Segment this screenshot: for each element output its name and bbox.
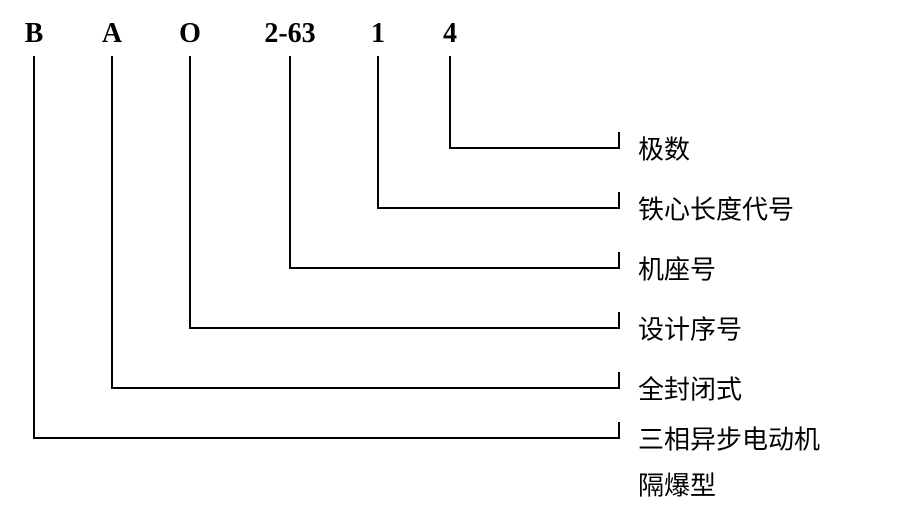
desc-label-4: 全封闭式 xyxy=(638,370,742,407)
desc-label-2: 机座号 xyxy=(638,250,716,287)
vline-1 xyxy=(377,56,379,208)
header-row: B A O 2-63 1 4 xyxy=(0,18,920,58)
vline-0 xyxy=(449,56,451,148)
tick-5 xyxy=(618,422,620,438)
header-char-5: 4 xyxy=(443,18,457,50)
tick-2 xyxy=(618,252,620,268)
hline-1 xyxy=(377,207,620,209)
vline-4 xyxy=(111,56,113,388)
desc-label-1: 铁心长度代号 xyxy=(638,190,794,227)
header-char-4: 1 xyxy=(371,18,385,50)
tick-4 xyxy=(618,372,620,388)
extra-label-0: 隔爆型 xyxy=(638,466,716,503)
header-char-2: O xyxy=(179,18,201,50)
hline-3 xyxy=(189,327,620,329)
hline-0 xyxy=(449,147,620,149)
vline-2 xyxy=(289,56,291,268)
desc-label-5: 三相异步电动机 xyxy=(638,420,820,457)
desc-label-3: 设计序号 xyxy=(638,310,742,347)
desc-label-0: 极数 xyxy=(638,130,690,167)
tick-3 xyxy=(618,312,620,328)
tick-0 xyxy=(618,132,620,148)
vline-5 xyxy=(33,56,35,438)
header-char-1: A xyxy=(102,18,122,50)
hline-2 xyxy=(289,267,620,269)
vline-3 xyxy=(189,56,191,328)
header-char-0: B xyxy=(25,18,44,50)
tick-1 xyxy=(618,192,620,208)
hline-5 xyxy=(33,437,620,439)
hline-4 xyxy=(111,387,620,389)
header-char-3: 2-63 xyxy=(264,18,315,50)
